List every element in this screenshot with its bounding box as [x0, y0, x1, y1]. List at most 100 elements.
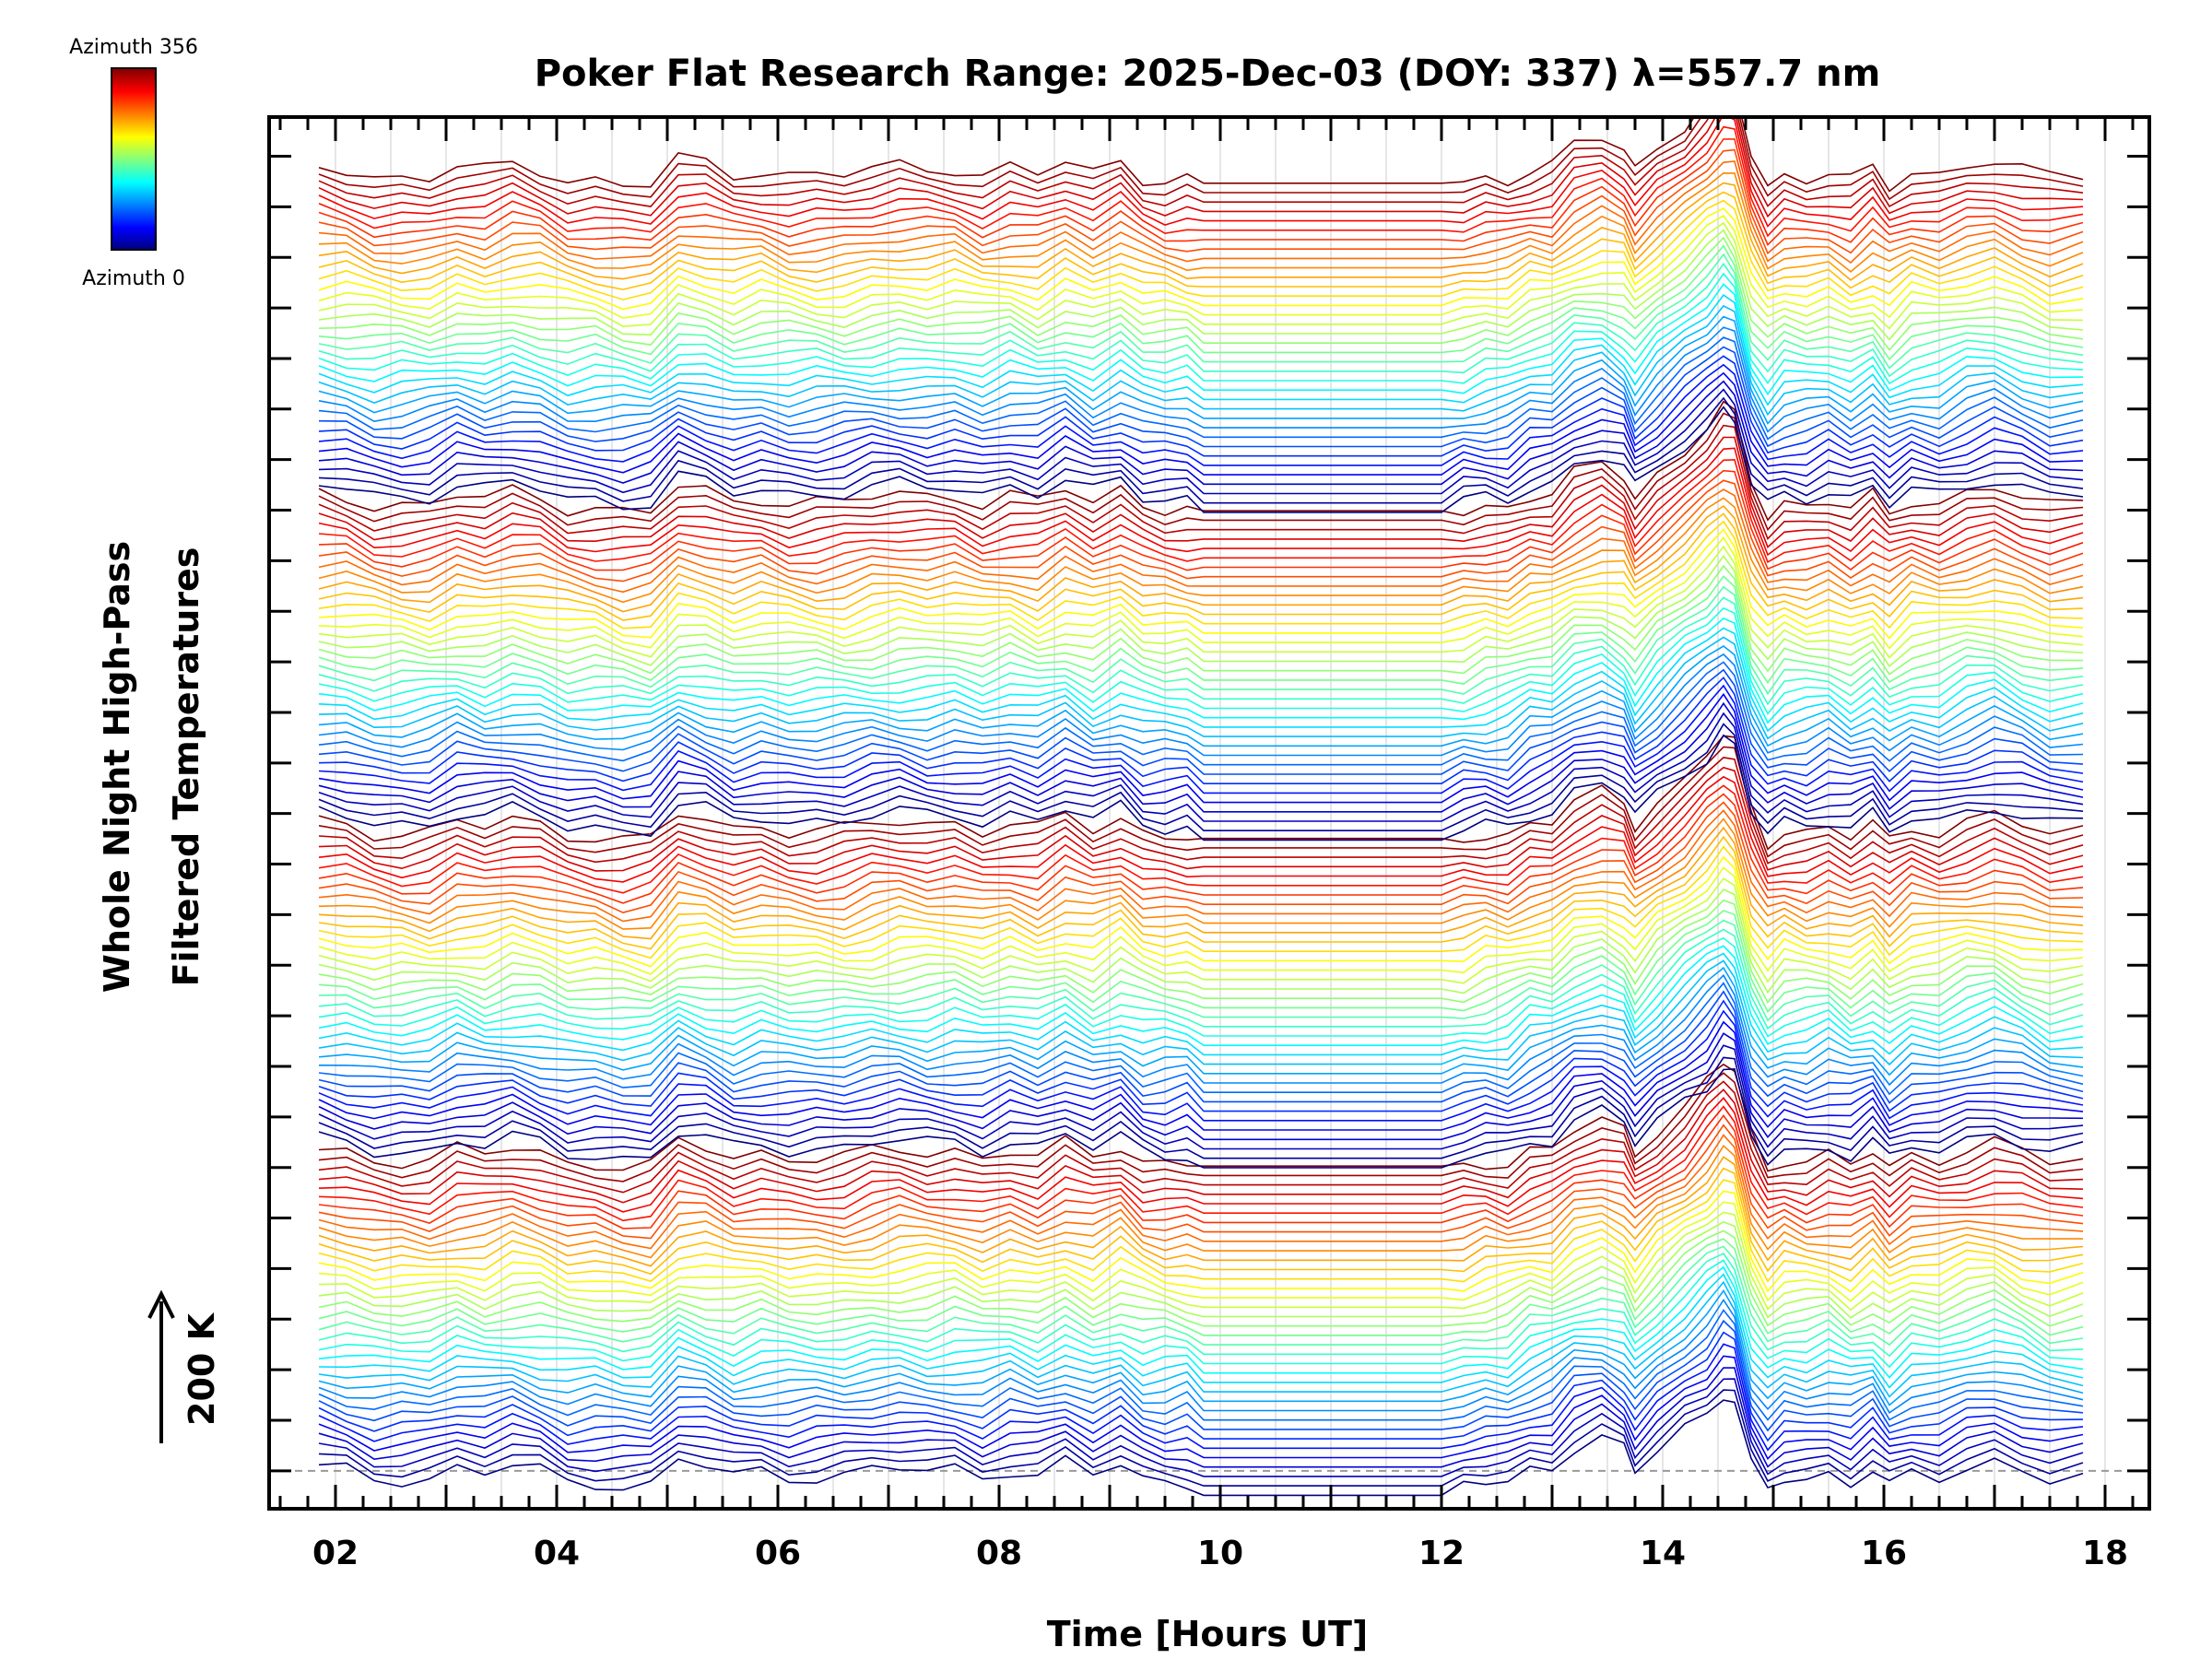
series-line: [318, 784, 2084, 894]
series-line: [318, 554, 2084, 667]
series-line: [318, 117, 2084, 201]
axis-ticks: [269, 117, 2149, 1509]
series-line: [318, 899, 2084, 1004]
series-line: [318, 207, 2084, 311]
series-line: [318, 973, 2084, 1087]
series-line: [318, 1230, 2084, 1327]
series-line: [318, 919, 2084, 1022]
series-line: [318, 936, 2084, 1038]
series-line: [318, 355, 2084, 457]
series-line: [318, 723, 2084, 831]
series-line: [318, 845, 2084, 959]
series-line: [318, 346, 2084, 448]
series-line: [318, 1288, 2084, 1406]
series-line: [318, 182, 2084, 281]
series-line: [318, 766, 2084, 872]
series-line: [318, 447, 2084, 557]
series-line: [318, 668, 2084, 775]
series-line: [318, 469, 2084, 571]
series-line: [318, 400, 2084, 522]
series-line: [318, 653, 2084, 757]
series-line: [318, 990, 2084, 1104]
series-line: [318, 272, 2084, 385]
series-line: [318, 504, 2084, 613]
series-line: [318, 1367, 2084, 1468]
series-line: [318, 117, 2084, 207]
series-line: [318, 712, 2084, 822]
series-line: [318, 380, 2084, 486]
series-line: [318, 1032, 2084, 1141]
series-line: [318, 545, 2084, 659]
x-tick-label: 12: [1418, 1535, 1465, 1572]
x-tick-label: 04: [534, 1535, 580, 1572]
series-line: [318, 1190, 2084, 1293]
series-line: [318, 148, 2084, 255]
series-line: [318, 488, 2084, 594]
series-line: [318, 1088, 2084, 1204]
series-line: [318, 117, 2084, 193]
series-line: [318, 910, 2084, 1014]
series-line: [318, 412, 2084, 532]
series-line: [318, 424, 2084, 540]
series-line: [318, 512, 2084, 621]
series-line: [318, 1238, 2084, 1336]
series-line: [318, 1259, 2084, 1369]
series-line: [318, 199, 2084, 300]
series-line: [318, 458, 2084, 563]
series-line: [318, 293, 2084, 406]
series-line: [318, 117, 2084, 218]
series-line: [318, 388, 2084, 495]
series-line: [318, 396, 2084, 504]
series-line: [318, 734, 2084, 841]
colorbar: Azimuth 356 Azimuth 0: [69, 36, 198, 290]
series-line: [318, 536, 2084, 650]
series-line: [318, 336, 2084, 441]
series-line: [318, 171, 2084, 273]
series-line: [318, 520, 2084, 629]
series-line: [318, 363, 2084, 466]
series-group: [318, 117, 2084, 1497]
series-line: [318, 479, 2084, 582]
series-line: [318, 617, 2084, 724]
series-line: [318, 1389, 2084, 1487]
series-line: [318, 253, 2084, 370]
series-line: [318, 952, 2084, 1056]
series-line: [318, 1399, 2084, 1497]
series-line: [318, 326, 2084, 433]
colorbar-bottom-label: Azimuth 0: [82, 267, 185, 290]
series-line: [318, 1245, 2084, 1347]
series-line: [318, 999, 2084, 1112]
series-line: [318, 661, 2084, 766]
series-line: [318, 236, 2084, 351]
series-line: [318, 606, 2084, 715]
x-tick-label: 10: [1197, 1535, 1243, 1572]
series-line: [318, 888, 2084, 994]
series-line: [318, 1309, 2084, 1421]
plot-frame: [267, 115, 2151, 1511]
series-line: [318, 436, 2084, 548]
series-line: [318, 117, 2084, 228]
series-line: [318, 1355, 2084, 1461]
series-line: [318, 497, 2084, 604]
series-line: [318, 855, 2084, 968]
series-line: [318, 315, 2084, 425]
x-tick-label: 06: [755, 1535, 801, 1572]
series-line: [318, 1080, 2084, 1194]
series-line: [318, 1273, 2084, 1389]
series-line: [318, 692, 2084, 804]
y-axis-label-line2: Filtered Temperatures: [166, 547, 206, 987]
series-line: [318, 1056, 2084, 1159]
x-tick-label: 18: [2082, 1535, 2128, 1572]
series-line: [318, 596, 2084, 706]
series-line: [318, 801, 2084, 914]
series-line: [318, 945, 2084, 1046]
series-line: [318, 406, 2084, 513]
scale-bar-label: 200 K: [182, 1312, 222, 1426]
series-line: [318, 244, 2084, 361]
series-line: [318, 645, 2084, 747]
series-line: [318, 877, 2084, 984]
series-line: [318, 1280, 2084, 1398]
x-tick-label: 08: [976, 1535, 1022, 1572]
scale-bar: 200 K: [147, 1289, 222, 1443]
